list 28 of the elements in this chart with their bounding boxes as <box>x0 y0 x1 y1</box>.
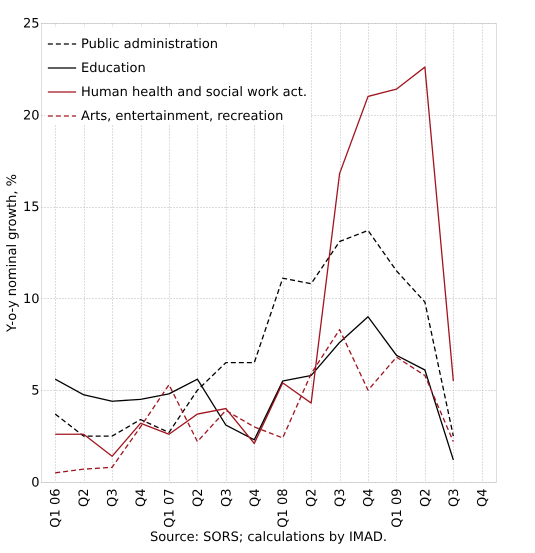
x-tick-label: Q3 <box>219 488 234 508</box>
x-tick-label: Q1 06 <box>48 488 64 528</box>
x-tick-label: Q2 <box>304 488 320 508</box>
y-tick-label: 25 <box>22 16 40 32</box>
y-tick-label: 5 <box>31 384 40 399</box>
x-tick-label: Q2 <box>418 488 434 508</box>
x-tick-label: Q4 <box>362 488 377 508</box>
x-tick-label: Q2 <box>190 488 206 508</box>
x-tick-label: Q1 09 <box>390 488 405 528</box>
x-tick-label: Q4 <box>248 488 263 508</box>
x-tick-label: Q4 <box>134 488 150 508</box>
legend-label: Arts, entertainment, recreation <box>81 109 284 124</box>
y-tick-label: 20 <box>22 108 40 124</box>
legend-label: Education <box>81 61 146 76</box>
x-tick-label: Q1 08 <box>276 488 292 528</box>
y-tick-label: 0 <box>31 476 40 490</box>
x-tick-label: Q1 07 <box>162 488 178 528</box>
source-note: Source: SORS; calculations by IMAD. <box>150 530 388 546</box>
y-tick-label: 15 <box>22 200 40 216</box>
y-tick-label: 10 <box>22 292 40 307</box>
y-axis-title: Y-o-y nominal growth, % <box>4 174 20 334</box>
x-tick-label: Q3 <box>446 488 462 508</box>
legend-label: Human health and social work act. <box>81 85 308 100</box>
x-tick-label: Q4 <box>475 488 490 508</box>
legend-label: Public administration <box>81 37 218 52</box>
x-tick-label: Q2 <box>77 488 92 508</box>
x-tick-label: Q3 <box>106 488 121 508</box>
x-tick-label: Q3 <box>333 488 348 508</box>
